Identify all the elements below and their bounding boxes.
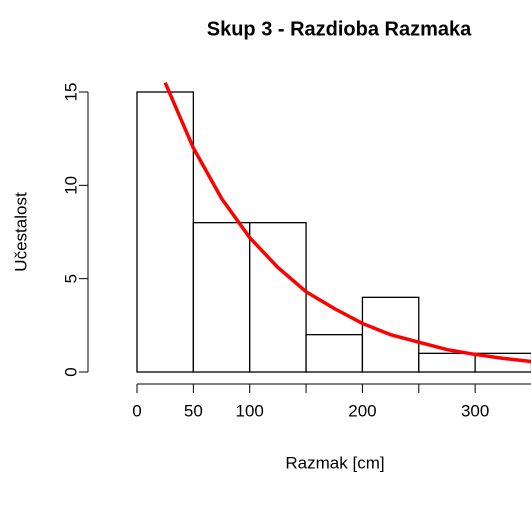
- bar: [136, 91, 195, 373]
- bar: [418, 352, 476, 373]
- y-tick-label: 0: [61, 367, 80, 376]
- x-tick-label: 300: [461, 401, 489, 420]
- bar: [192, 222, 251, 373]
- y-tick-label: 5: [61, 274, 80, 283]
- x-tick-label: 0: [132, 401, 141, 420]
- y-tick-label: 15: [61, 83, 80, 102]
- x-tick-label: 200: [348, 401, 376, 420]
- y-axis-label: Učestalost: [11, 192, 30, 272]
- x-tick-label: 100: [236, 401, 264, 420]
- x-tick-label: 50: [184, 401, 203, 420]
- bar: [305, 334, 364, 373]
- x-axis-label: Razmak [cm]: [285, 453, 384, 472]
- density-curve: [163, 81, 531, 364]
- chart-title: Skup 3 - Razdioba Razmaka: [207, 18, 472, 40]
- y-tick-label: 10: [61, 176, 80, 195]
